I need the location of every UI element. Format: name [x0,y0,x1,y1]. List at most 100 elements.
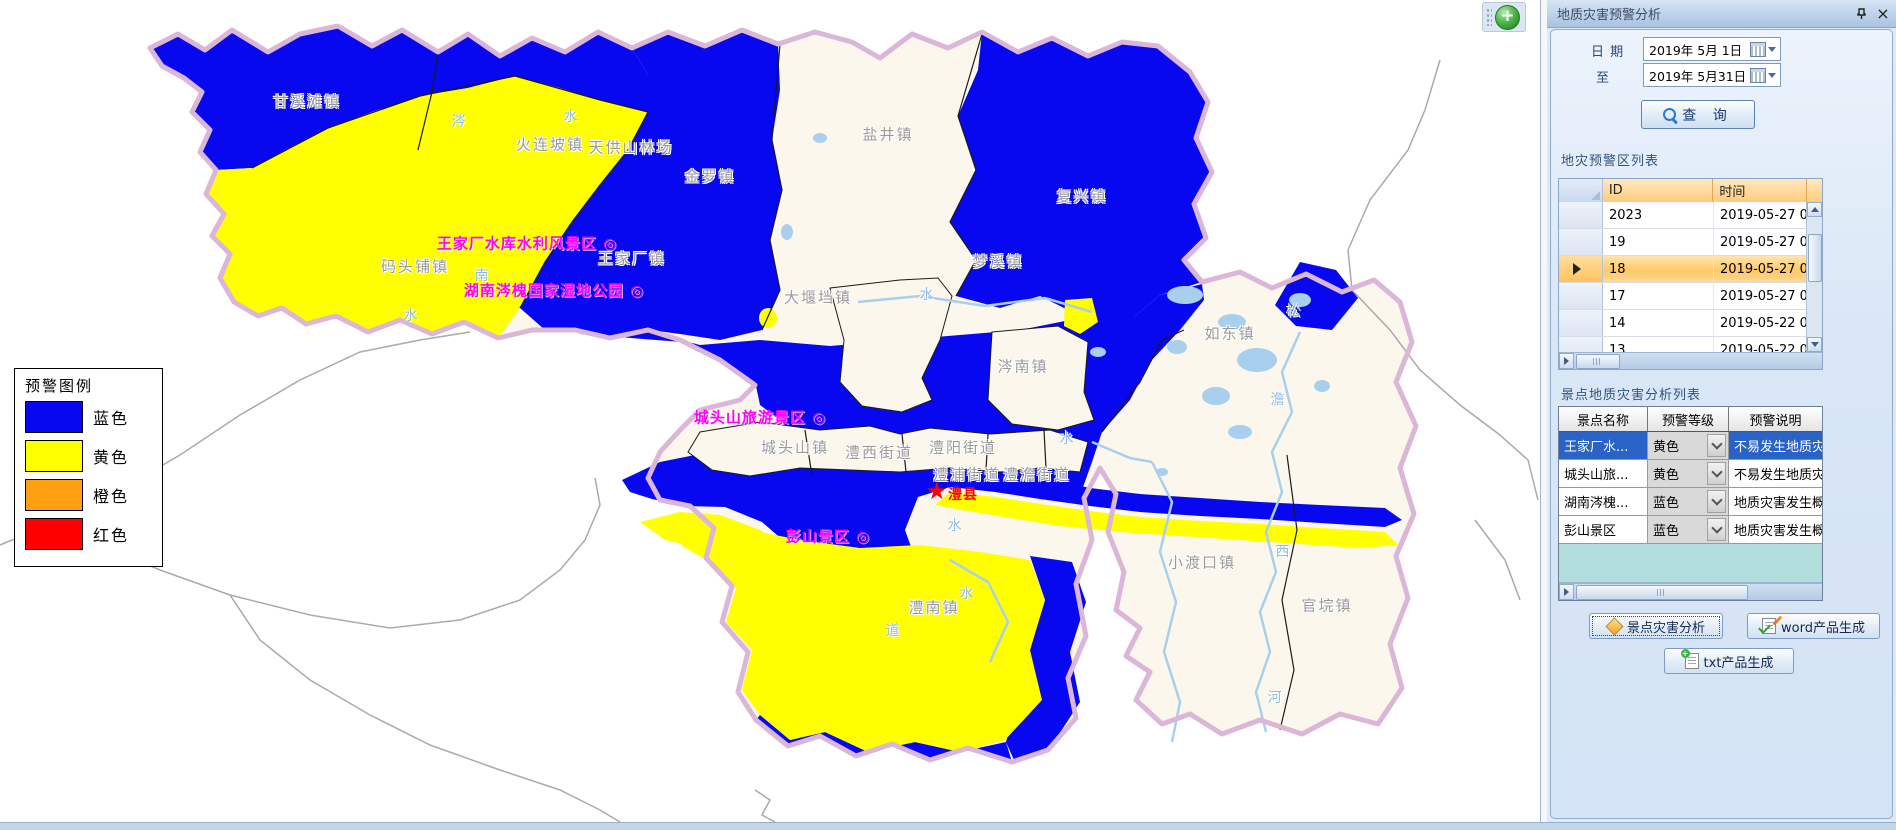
warning-level-cell[interactable]: 蓝色 [1648,488,1729,515]
row-selector-cell[interactable] [1559,310,1603,336]
id-cell[interactable]: 18 [1603,256,1714,282]
scenic-name-cell[interactable]: 湖南涔槐... [1559,488,1648,515]
scenic-name-cell[interactable]: 王家厂水... [1559,432,1648,459]
table-row[interactable]: 王家厂水... 黄色 不易发生地质灾 [1559,432,1822,460]
search-icon [1660,105,1679,124]
close-icon[interactable]: × [1876,4,1890,23]
table-filler [1559,544,1822,583]
zoom-add-button[interactable]: + [1495,4,1520,30]
warning-desc-cell[interactable]: 地质灾害发生概 [1734,496,1822,511]
row-selector-header[interactable] [1559,179,1603,202]
scrollbar-thumb[interactable] [1576,585,1748,600]
pin-icon[interactable] [1852,5,1870,23]
legend-item: 橙色 [25,479,154,511]
warning-desc-cell[interactable]: 不易发生地质灾 [1729,432,1822,459]
column-header-level[interactable]: 预警等级 [1648,407,1729,431]
analysis-list-label: 景点地质灾害分析列表 [1561,388,1702,403]
id-cell[interactable]: 19 [1603,229,1714,255]
row-selector-cell[interactable] [1559,337,1603,352]
query-button[interactable]: 查 询 [1641,100,1755,129]
date-label: 日 期 [1591,45,1625,60]
combo-dropdown-button[interactable] [1707,490,1726,513]
legend-item: 蓝色 [25,401,154,433]
time-cell[interactable]: 2019-05-27 0. [1714,229,1808,255]
warning-legend: 预警图例 蓝色 黄色 橙色 红色 [14,368,163,567]
to-label: 至 [1596,71,1611,86]
horizontal-scrollbar[interactable] [1559,352,1822,369]
scenic-name-cell[interactable]: 彭山景区 [1559,516,1648,543]
analysis-table-header: 景点名称 预警等级 预警说明 [1559,407,1822,432]
warning-level-cell[interactable]: 黄色 [1648,432,1729,459]
id-cell[interactable]: 13 [1603,337,1714,352]
table-row[interactable]: 14 2019-05-22 0. [1559,310,1822,337]
combo-dropdown-button[interactable] [1707,434,1726,457]
warning-level-cell[interactable]: 黄色 [1648,460,1729,487]
column-header-id[interactable]: ID [1602,179,1714,202]
scroll-up-button[interactable] [1807,202,1822,217]
table-row[interactable]: 湖南涔槐... 蓝色 地质灾害发生概 [1559,488,1822,516]
word-generate-button[interactable]: word产品生成 [1747,613,1880,639]
row-selector-cell[interactable] [1559,283,1603,309]
row-selector-cell[interactable] [1559,229,1603,255]
calendar-icon[interactable] [1750,67,1766,83]
combo-dropdown-button[interactable] [1707,518,1726,541]
vertical-scrollbar[interactable] [1806,202,1822,352]
column-header-desc[interactable]: 预警说明 [1729,407,1822,431]
township-boundaries [251,33,1298,731]
scrollbar-thumb[interactable] [1576,354,1620,369]
scroll-right-button[interactable] [1559,584,1574,600]
table-row[interactable]: 2023 2019-05-27 0. [1559,202,1822,229]
calendar-icon[interactable] [1750,41,1766,57]
id-cell[interactable]: 2023 [1603,202,1714,228]
legend-item-label: 红色 [93,526,130,545]
scenic-analysis-button[interactable]: 景点灾害分析 [1589,613,1723,639]
scrollbar-thumb[interactable] [1808,234,1822,282]
bottom-scrollbar-strip[interactable] [0,822,1896,830]
scenic-name-cell[interactable]: 城头山旅... [1559,460,1648,487]
time-cell[interactable]: 2019-05-27 0. [1714,202,1808,228]
chevron-down-icon[interactable] [1768,72,1776,78]
table-row[interactable]: 18 2019-05-27 0. [1559,256,1822,283]
legend-color-swatch [25,518,83,550]
warning-level-value: 蓝色 [1653,524,1680,539]
date-to-input[interactable]: 2019年 5月31日 [1643,63,1781,87]
column-header-name[interactable]: 景点名称 [1559,407,1648,431]
panel-title: 地质灾害预警分析 [1557,8,1662,23]
table-row[interactable]: 13 2019-05-22 0. [1559,337,1822,352]
warning-desc-cell[interactable]: 不易发生地质灾 [1734,468,1822,483]
map-viewport[interactable]: 甘溪滩镇 火连坡镇 天供山林场 金罗镇 盐井镇 复兴镇 梦溪镇 王家厂镇 码头铺镇 大堰垱镇 涔南镇… [0,0,1540,822]
table-row[interactable]: 17 2019-05-27 0. [1559,283,1822,310]
id-cell[interactable]: 14 [1603,310,1714,336]
combo-dropdown-button[interactable] [1707,462,1726,485]
time-cell[interactable]: 2019-05-22 0. [1714,310,1808,336]
warning-map[interactable] [0,0,1540,822]
column-header-time[interactable]: 时间 [1713,179,1808,202]
table-row[interactable]: 城头山旅... 黄色 不易发生地质灾 [1559,460,1822,488]
analysis-table-rows: 王家厂水... 黄色 不易发生地质灾 城头山旅... 黄色 不易发生地质灾 湖南… [1559,432,1822,544]
id-cell[interactable]: 17 [1603,283,1714,309]
table-row[interactable]: 19 2019-05-27 0. [1559,229,1822,256]
chevron-down-icon[interactable] [1768,46,1776,52]
time-cell[interactable]: 2019-05-27 0. [1714,256,1808,282]
txt-generate-button[interactable]: + txt产品生成 [1664,648,1794,674]
warning-table-rows: 2023 2019-05-27 0. 19 2019-05-27 0. 18 2… [1559,202,1822,352]
scroll-right-button[interactable] [1559,353,1574,369]
time-cell[interactable]: 2019-05-27 0. [1714,283,1808,309]
legend-item-label: 橙色 [93,487,130,506]
warning-desc-cell[interactable]: 地质灾害发生概 [1734,524,1822,539]
row-selector-cell[interactable] [1559,202,1603,228]
legend-item: 红色 [25,518,154,550]
legend-title: 预警图例 [25,377,94,395]
row-selector-cell[interactable] [1559,256,1603,282]
horizontal-scrollbar[interactable] [1559,583,1822,600]
warning-level-cell[interactable]: 蓝色 [1648,516,1729,543]
query-button-label: 查 询 [1682,107,1733,124]
warning-list-label: 地灾预警区列表 [1561,154,1660,169]
toolbar-grip[interactable] [1486,8,1492,26]
time-cell[interactable]: 2019-05-22 0. [1714,337,1808,352]
legend-color-swatch [25,440,83,472]
date-from-input[interactable]: 2019年 5月 1日 [1643,37,1781,61]
scroll-down-button[interactable] [1807,337,1822,352]
table-row[interactable]: 彭山景区 蓝色 地质灾害发生概 [1559,516,1822,544]
legend-color-swatch [25,401,83,433]
